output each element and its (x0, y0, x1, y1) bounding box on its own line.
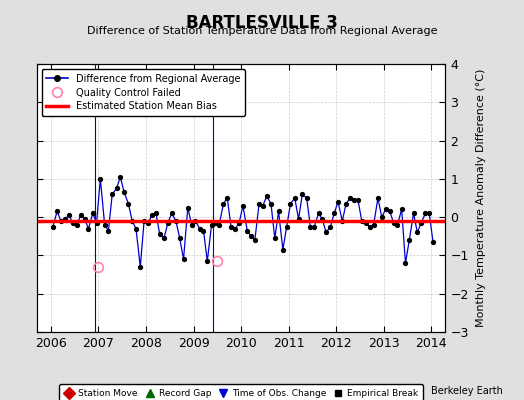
Legend: Station Move, Record Gap, Time of Obs. Change, Empirical Break: Station Move, Record Gap, Time of Obs. C… (59, 384, 423, 400)
Y-axis label: Monthly Temperature Anomaly Difference (°C): Monthly Temperature Anomaly Difference (… (476, 69, 486, 327)
Text: Berkeley Earth: Berkeley Earth (431, 386, 503, 396)
Text: BARTLESVILLE 3: BARTLESVILLE 3 (186, 14, 338, 32)
Text: Difference of Station Temperature Data from Regional Average: Difference of Station Temperature Data f… (87, 26, 437, 36)
